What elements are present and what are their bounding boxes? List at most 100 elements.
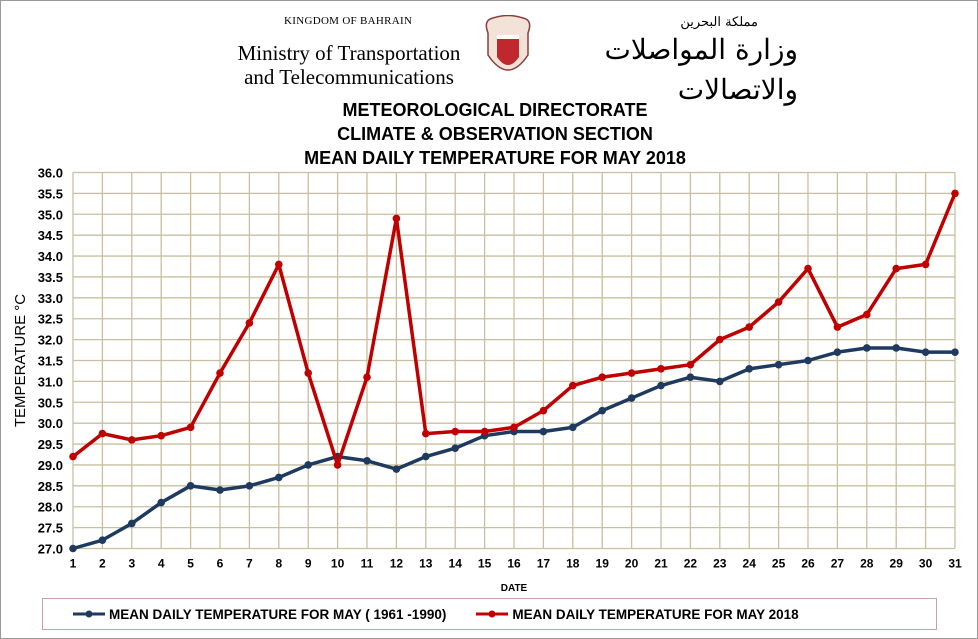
x-tick-label: 20	[625, 557, 639, 571]
data-point-normal	[921, 348, 930, 356]
data-point-2018	[69, 452, 77, 461]
x-tick-label: 19	[596, 557, 610, 571]
y-tick-label: 35.0	[38, 207, 63, 222]
x-tick-label: 21	[654, 557, 668, 571]
data-point-2018	[186, 423, 195, 432]
x-tick-label: 24	[743, 557, 757, 571]
data-point-normal	[186, 482, 195, 490]
data-point-2018	[863, 310, 871, 319]
kingdom-label: KINGDOM OF BAHRAIN	[284, 15, 413, 27]
x-tick-label: 6	[217, 557, 224, 571]
ministry-line2: and Telecommunications	[244, 65, 454, 89]
y-tick-label: 28.5	[38, 479, 63, 494]
y-tick-label: 30.5	[38, 395, 63, 410]
x-tick-label: 15	[478, 557, 492, 571]
x-tick-label: 18	[566, 557, 580, 571]
y-tick-label: 27.0	[38, 542, 63, 557]
y-tick-label: 31.0	[38, 374, 63, 389]
x-tick-label: 2	[99, 557, 106, 571]
data-point-normal	[539, 427, 548, 436]
y-tick-label: 34.0	[38, 249, 63, 264]
x-tick-label: 12	[390, 557, 404, 571]
data-point-normal	[745, 365, 753, 373]
y-tick-label: 28.0	[38, 500, 63, 515]
x-tick-label: 5	[187, 557, 194, 571]
y-tick-label: 31.5	[38, 354, 63, 369]
legend-label-2018: MEAN DAILY TEMPERATURE FOR MAY 2018	[512, 606, 799, 622]
x-tick-label: 29	[890, 557, 904, 571]
data-point-normal	[98, 536, 107, 544]
legend-marker-normal	[73, 610, 105, 618]
y-tick-label: 33.5	[38, 270, 63, 285]
data-point-2018	[539, 406, 548, 415]
data-point-2018	[275, 260, 283, 269]
data-point-2018	[598, 373, 606, 382]
x-tick-label: 10	[331, 557, 345, 571]
y-tick-label: 35.5	[38, 186, 63, 201]
data-point-2018	[451, 427, 460, 436]
ministry-name: Ministry of Transportation and Telecommu…	[229, 41, 469, 89]
legend: MEAN DAILY TEMPERATURE FOR MAY ( 1961 -1…	[42, 598, 937, 630]
y-tick-label: 32.0	[38, 333, 63, 348]
data-point-2018	[480, 427, 489, 436]
data-point-normal	[804, 356, 812, 365]
legend-label-normal: MEAN DAILY TEMPERATURE FOR MAY ( 1961 -1…	[109, 606, 447, 622]
data-point-2018	[745, 323, 753, 331]
x-tick-label: 4	[158, 557, 165, 571]
data-point-2018	[128, 436, 136, 444]
data-point-normal	[363, 456, 371, 465]
data-point-2018	[716, 335, 724, 344]
data-point-normal	[275, 473, 283, 482]
y-tick-label: 36.0	[38, 166, 63, 181]
data-point-normal	[245, 482, 254, 490]
title-line3: MEAN DAILY TEMPERATURE FOR MAY 2018	[304, 148, 686, 168]
data-point-normal	[627, 394, 636, 402]
line-chart: 27.0 27.5 28.0 28.5 29.0 29.5 30.0 30.5 31.0 31.5…	[12, 166, 962, 595]
data-point-2018	[657, 365, 665, 373]
data-point-2018	[627, 369, 636, 377]
x-tick-label: 17	[537, 557, 551, 571]
data-point-normal	[569, 423, 577, 432]
x-tick-label: 23	[713, 557, 727, 571]
data-point-normal	[892, 344, 900, 352]
data-point-2018	[510, 423, 518, 432]
x-tick-label: 28	[860, 557, 874, 571]
data-point-normal	[774, 360, 783, 369]
y-tick-label: 33.0	[38, 291, 63, 306]
data-point-normal	[128, 519, 136, 528]
data-point-2018	[804, 264, 812, 273]
y-tick-label: 34.5	[38, 228, 63, 243]
data-point-normal	[451, 444, 460, 453]
data-point-2018	[363, 373, 371, 382]
y-tick-label: 27.5	[38, 521, 63, 536]
legend-item-2018: MEAN DAILY TEMPERATURE FOR MAY 2018	[476, 606, 799, 622]
data-point-normal	[392, 465, 401, 473]
data-point-2018	[98, 429, 107, 438]
data-point-2018	[392, 214, 401, 223]
data-point-normal	[951, 348, 959, 356]
x-tick-label: 7	[246, 557, 253, 571]
data-point-2018	[951, 189, 959, 198]
x-tick-label: 1	[70, 557, 77, 571]
data-point-2018	[833, 323, 842, 331]
data-point-normal	[863, 344, 871, 352]
title-line2: CLIMATE & OBSERVATION SECTION	[337, 124, 653, 144]
data-point-2018	[892, 264, 900, 273]
data-point-normal	[157, 498, 165, 507]
data-point-2018	[686, 360, 695, 369]
data-point-2018	[216, 369, 224, 377]
data-point-normal	[657, 381, 665, 390]
data-point-2018	[774, 298, 783, 306]
data-point-normal	[69, 544, 77, 553]
x-tick-label: 14	[449, 557, 463, 571]
data-point-2018	[422, 429, 430, 438]
data-point-normal	[686, 373, 695, 382]
x-tick-label: 8	[275, 557, 282, 571]
data-point-2018	[569, 381, 577, 390]
arabic-kingdom: مملكة البحرين	[680, 15, 758, 30]
y-tick-label: 32.5	[38, 312, 63, 327]
legend-marker-2018	[476, 610, 509, 618]
data-point-2018	[921, 260, 930, 269]
x-tick-label: 27	[831, 557, 845, 571]
